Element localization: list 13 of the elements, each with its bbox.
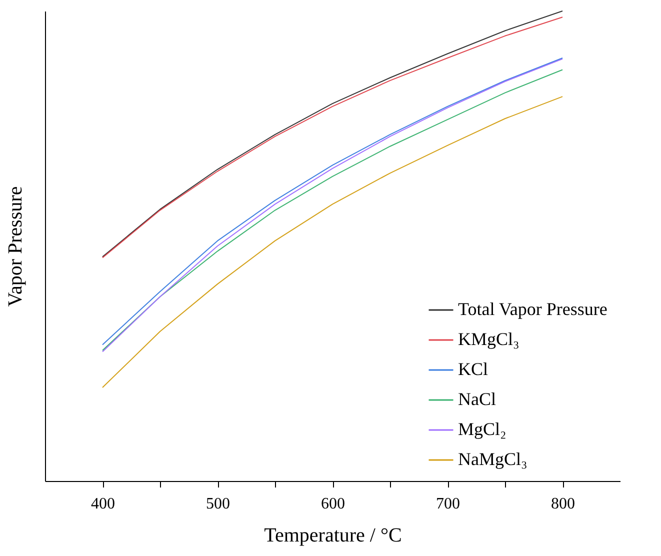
legend-label: NaCl bbox=[458, 389, 496, 409]
legend-label: MgCl₂ bbox=[458, 419, 506, 439]
x-tick-label: 500 bbox=[206, 496, 230, 512]
legend-label: Total Vapor Pressure bbox=[458, 299, 608, 319]
y-axis-title: Vapor Pressure bbox=[4, 186, 26, 307]
x-tick-label: 600 bbox=[321, 496, 345, 512]
x-axis-title: Temperature / °C bbox=[264, 524, 402, 546]
legend-label: NaMgCl₃ bbox=[458, 449, 528, 469]
x-tick-label: 700 bbox=[436, 496, 460, 512]
x-tick-label: 800 bbox=[551, 496, 575, 512]
legend-label: KMgCl₃ bbox=[458, 329, 520, 349]
legend-label: KCl bbox=[458, 359, 488, 379]
x-tick-label: 400 bbox=[91, 496, 115, 512]
